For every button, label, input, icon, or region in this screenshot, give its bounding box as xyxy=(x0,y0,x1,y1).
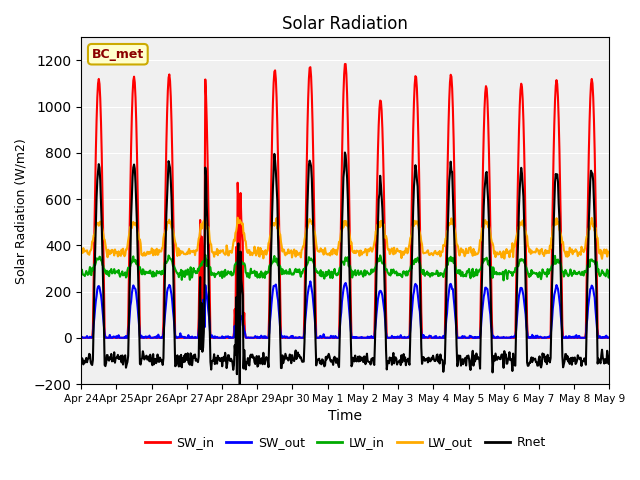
SW_out xyxy=(77,335,85,341)
LW_out xyxy=(87,248,95,253)
Rnet xyxy=(223,365,230,371)
LW_in xyxy=(202,252,209,258)
Rnet xyxy=(195,354,202,360)
SW_in xyxy=(87,335,95,341)
LW_in xyxy=(87,272,95,277)
Rnet xyxy=(141,354,149,360)
Text: BC_met: BC_met xyxy=(92,48,144,61)
Y-axis label: Solar Radiation (W/m2): Solar Radiation (W/m2) xyxy=(15,138,28,284)
LW_in xyxy=(500,277,508,283)
SW_out xyxy=(307,278,314,284)
Rnet xyxy=(87,360,95,365)
Line: SW_in: SW_in xyxy=(81,64,609,338)
Line: LW_out: LW_out xyxy=(81,218,609,259)
Line: Rnet: Rnet xyxy=(81,153,609,397)
LW_out xyxy=(195,236,202,241)
SW_in xyxy=(141,335,149,341)
LW_out xyxy=(426,252,433,258)
LW_in xyxy=(426,272,433,278)
Rnet xyxy=(605,358,613,363)
LW_out xyxy=(77,248,85,254)
Rnet xyxy=(236,394,244,400)
LW_in xyxy=(77,269,85,275)
LW_out xyxy=(223,242,230,248)
SW_out xyxy=(195,328,202,334)
SW_in xyxy=(223,335,230,341)
X-axis label: Time: Time xyxy=(328,409,362,423)
LW_out xyxy=(598,256,606,262)
SW_in xyxy=(410,99,418,105)
Rnet xyxy=(411,172,419,178)
SW_in xyxy=(605,335,613,341)
SW_out xyxy=(605,335,613,340)
Rnet xyxy=(426,359,434,364)
LW_out xyxy=(410,223,418,229)
SW_out xyxy=(87,335,95,340)
LW_in xyxy=(605,271,613,276)
SW_in xyxy=(426,335,433,341)
SW_in xyxy=(341,61,349,67)
LW_in xyxy=(410,261,418,267)
SW_in xyxy=(77,335,85,341)
SW_in xyxy=(195,315,202,321)
Title: Solar Radiation: Solar Radiation xyxy=(282,15,408,33)
Line: LW_in: LW_in xyxy=(81,255,609,280)
LW_out xyxy=(234,215,241,221)
LW_out xyxy=(605,248,613,254)
Legend: SW_in, SW_out, LW_in, LW_out, Rnet: SW_in, SW_out, LW_in, LW_out, Rnet xyxy=(140,431,551,454)
LW_in xyxy=(141,271,149,277)
SW_out xyxy=(141,334,149,340)
Rnet xyxy=(77,356,85,361)
SW_out xyxy=(223,334,230,340)
SW_out xyxy=(410,289,418,295)
LW_out xyxy=(141,253,149,259)
Rnet xyxy=(341,150,349,156)
SW_out xyxy=(426,333,433,338)
Line: SW_out: SW_out xyxy=(81,281,609,338)
LW_in xyxy=(223,271,231,276)
LW_in xyxy=(195,268,202,274)
